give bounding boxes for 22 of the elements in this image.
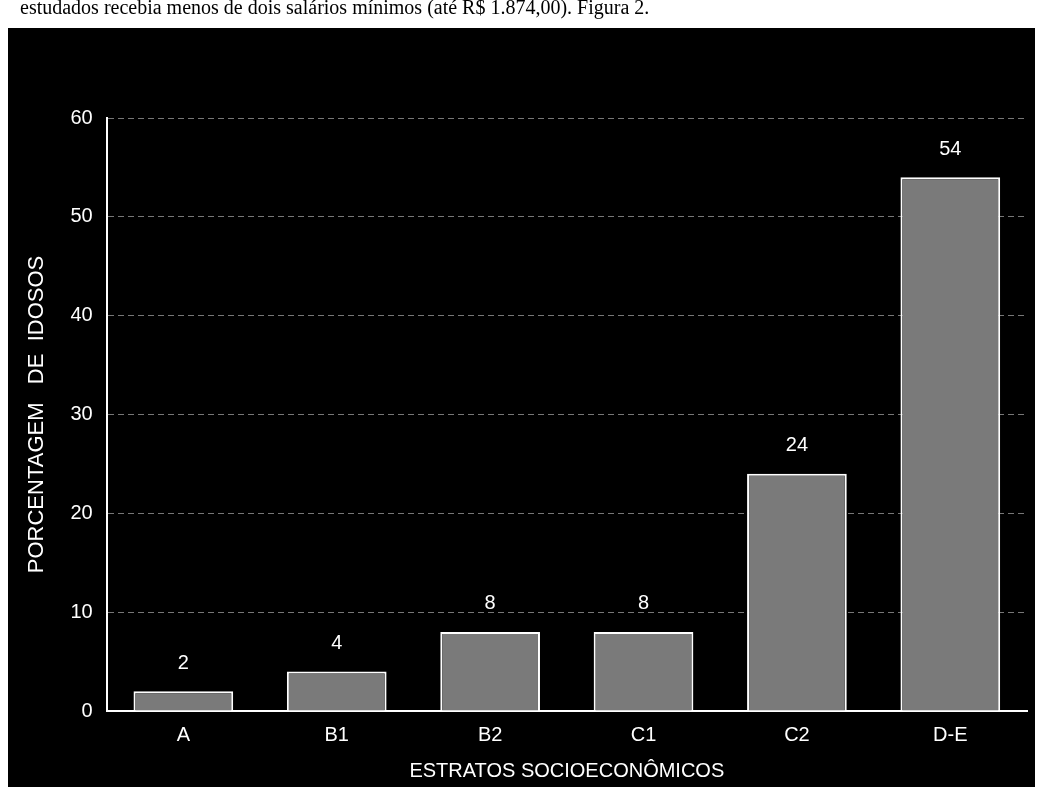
x-axis-title: ESTRATOS SOCIOECONÔMICOS [409,758,725,781]
y-tick-label: 20 [70,500,93,523]
x-tick-label: A [176,722,191,745]
data-label: 2 [177,650,189,673]
x-tick-label: C1 [630,722,657,745]
data-label: 54 [939,136,962,159]
x-tick-label: B2 [477,722,503,745]
x-tick-label: C2 [784,722,810,745]
y-tick-label: 50 [70,204,93,227]
data-label: 4 [331,630,343,653]
x-tick-label: B1 [324,722,349,745]
y-tick-label: 60 [70,105,93,128]
y-tick-label: 30 [70,402,93,425]
y-tick-label: 10 [70,599,93,622]
data-label: 8 [637,591,650,614]
x-tick-label: D-E [933,722,968,745]
data-label: 24 [785,433,809,456]
y-tick-label: 0 [81,698,93,721]
y-tick-label: 40 [70,303,93,326]
data-label: 8 [484,591,496,614]
text: estudados recebia menos de dois salários mínimos (até R$ 1.874,00). Figura 2. [20,0,650,18]
y-axis-title: PORCENTAGEM DE IDOSOS [23,255,49,574]
